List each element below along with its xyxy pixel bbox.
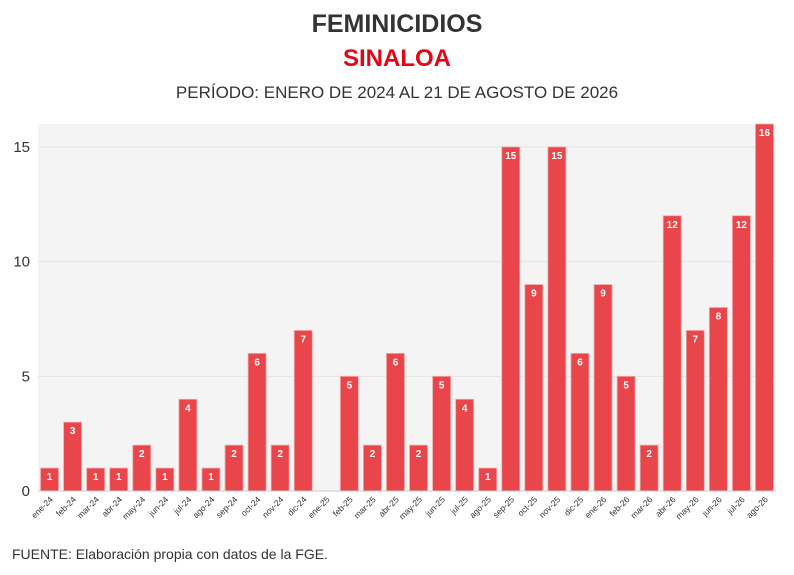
bar (293, 330, 313, 492)
data-label: 5 (623, 380, 629, 391)
data-label: 1 (93, 472, 99, 483)
x-tick-label: ago-26 (744, 494, 770, 520)
data-label: 2 (139, 449, 145, 460)
x-tick-label: may-26 (674, 494, 701, 521)
bar (547, 146, 567, 492)
data-label: 4 (462, 403, 468, 414)
data-label: 1 (485, 472, 491, 483)
data-label: 16 (759, 128, 771, 139)
data-label: 1 (47, 472, 53, 483)
data-label: 6 (577, 357, 583, 368)
y-tick-label: 10 (13, 254, 30, 271)
bar (524, 284, 544, 492)
data-label: 1 (162, 472, 168, 483)
bar (732, 215, 751, 492)
data-label: 2 (277, 449, 283, 460)
chart-subtitle: SINALOA (343, 45, 451, 72)
x-tick-label: nov-24 (260, 494, 286, 520)
x-tick-label: ago-24 (191, 494, 217, 520)
data-label: 12 (736, 220, 748, 231)
x-tick-label: nov-25 (537, 494, 563, 520)
x-tick-label: sep-25 (491, 494, 517, 520)
x-tick-label: oct-25 (515, 494, 539, 518)
x-tick-label: mar-25 (352, 494, 378, 520)
bar (339, 375, 359, 492)
y-tick-label: 5 (22, 368, 30, 385)
data-label: 12 (667, 220, 679, 231)
x-tick-label: dic-25 (562, 494, 586, 518)
x-tick-label: ene-26 (583, 494, 609, 520)
bar (432, 375, 451, 492)
bar (501, 146, 521, 492)
data-label: 3 (70, 426, 76, 437)
data-label: 1 (208, 472, 214, 483)
x-tick-label: ago-25 (467, 494, 493, 520)
plot-area (38, 124, 776, 491)
data-label: 8 (716, 312, 722, 323)
bar (386, 352, 405, 492)
bar (755, 123, 774, 492)
data-label: 5 (439, 380, 445, 391)
data-label: 7 (693, 334, 699, 345)
x-tick-label: sep-24 (214, 494, 240, 520)
bar (708, 307, 728, 492)
data-label: 2 (370, 449, 376, 460)
data-label: 9 (600, 289, 606, 300)
x-tick-label: jun-24 (146, 494, 171, 519)
data-label: 1 (116, 472, 122, 483)
x-tick-label: may-25 (397, 494, 424, 521)
chart-period: PERÍODO: ENERO DE 2024 AL 21 DE AGOSTO D… (175, 83, 619, 102)
bar (685, 330, 705, 492)
data-label: 4 (185, 403, 191, 414)
x-tick-label: mar-26 (628, 494, 654, 520)
x-tick-label: may-24 (120, 494, 147, 521)
data-label: 2 (646, 449, 652, 460)
x-tick-label: oct-24 (239, 494, 263, 518)
x-tick-label: dic-24 (285, 494, 309, 518)
bar-chart: 0510151ene-243feb-241mar-241abr-242may-2… (13, 123, 776, 521)
y-tick-label: 0 (22, 483, 30, 500)
bar (662, 215, 682, 492)
bar (247, 352, 267, 492)
y-tick-label: 15 (13, 139, 30, 156)
x-tick-label: ene-24 (29, 494, 55, 520)
data-label: 7 (300, 334, 306, 345)
x-tick-label: feb-26 (607, 494, 631, 518)
bar (593, 284, 613, 492)
data-label: 15 (505, 151, 517, 162)
x-tick-label: jun-25 (423, 494, 448, 519)
x-tick-label: ene-25 (306, 494, 332, 520)
data-label: 5 (347, 380, 353, 391)
data-label: 6 (393, 357, 399, 368)
data-label: 6 (254, 357, 260, 368)
x-tick-label: jun-26 (699, 494, 724, 519)
x-tick-label: feb-25 (331, 494, 355, 518)
data-label: 9 (531, 289, 537, 300)
x-tick-label: mar-24 (75, 494, 101, 520)
data-label: 2 (416, 449, 422, 460)
bar (616, 375, 636, 492)
x-tick-label: feb-24 (54, 494, 78, 518)
chart-title: FEMINICIDIOS (311, 10, 483, 38)
bar (570, 352, 590, 492)
chart-source: FUENTE: Elaboración propia con datos de … (12, 546, 328, 562)
data-label: 2 (231, 449, 237, 460)
data-label: 15 (551, 151, 563, 162)
